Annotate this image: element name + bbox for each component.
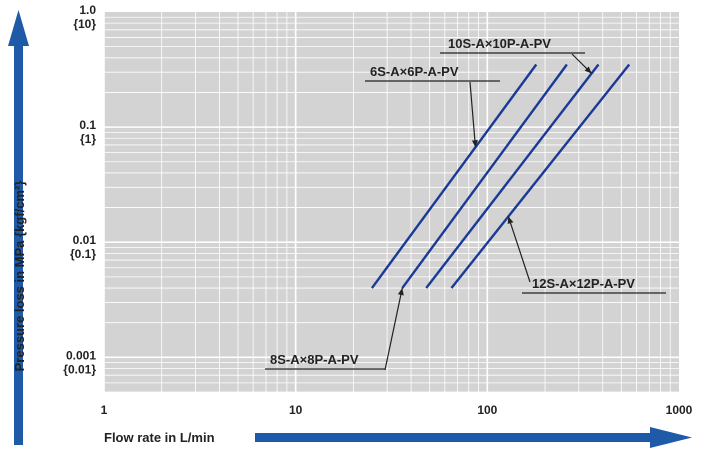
series-line: [370, 63, 538, 289]
plot-area: [104, 12, 679, 392]
y-tick-sublabel: {10}: [73, 17, 96, 31]
series-callout-label: 12S-A×12P-A-PV: [532, 276, 635, 291]
x-tick-label: 1: [101, 403, 108, 417]
y-axis-arrow-head: [8, 10, 29, 46]
grid-lines: [103, 12, 679, 393]
y-axis-label: Pressure loss in MPa {kgf/cm²}: [12, 181, 27, 372]
y-tick-label: 0.01: [73, 233, 97, 247]
series-callout-label: 10S-A×10P-A-PV: [448, 36, 551, 51]
axis-arrows: [8, 10, 692, 448]
y-axis-arrow-shaft: [14, 45, 23, 445]
y-tick-label: 0.1: [79, 118, 96, 132]
y-tick-sublabel: {0.1}: [70, 247, 96, 261]
x-tick-label: 10: [289, 403, 303, 417]
callout-leader: [384, 287, 404, 371]
x-axis-arrow-shaft: [255, 433, 655, 442]
tick-labels: 1 10 100 1000 1.0{10} 0.1{1} 0.01{0.1} 0.001{0.…: [63, 3, 692, 417]
callout-leader: [507, 216, 531, 283]
series-callout-label: 6S-A×6P-A-PV: [370, 64, 459, 79]
series-callouts: 6S-A×6P-A-PV 8S-A×8P-A-PV 10S-A×10P-A-PV 12…: [265, 36, 666, 371]
y-tick-sublabel: {0.01}: [63, 362, 96, 376]
callout-leader: [469, 81, 478, 148]
y-tick-label: 1.0: [79, 3, 96, 17]
callout-leader: [571, 53, 592, 74]
x-label-mask: [100, 427, 255, 447]
x-tick-label: 1000: [666, 403, 693, 417]
y-tick-sublabel: {1}: [80, 132, 96, 146]
series-group: [370, 63, 631, 289]
x-tick-label: 100: [477, 403, 497, 417]
x-axis-arrow-head: [650, 427, 692, 448]
series-line: [450, 63, 631, 289]
series-line: [401, 63, 568, 289]
series-callout-label: 8S-A×8P-A-PV: [270, 352, 359, 367]
x-axis-label: Flow rate in L/min: [104, 430, 215, 445]
y-tick-label: 0.001: [66, 348, 96, 362]
series-line: [425, 63, 600, 289]
